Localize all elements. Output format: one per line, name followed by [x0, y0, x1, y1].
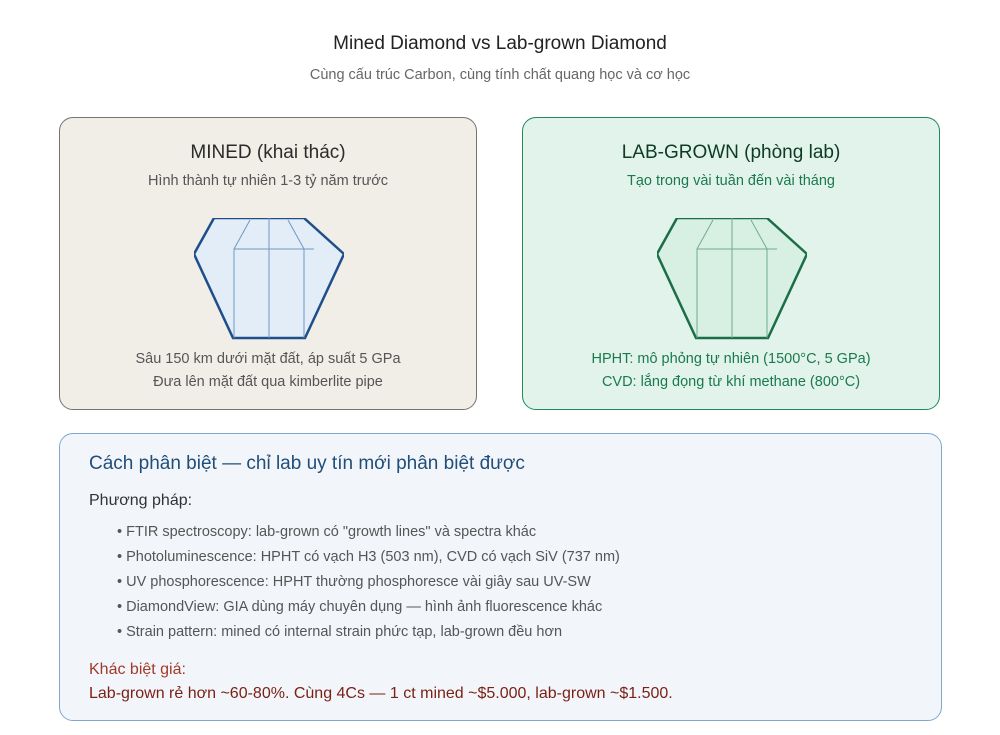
diagram-subtitle: Cùng cấu trúc Carbon, cùng tính chất qua…: [309, 67, 691, 83]
lab-title: LAB-GROWN (phòng lab): [621, 142, 841, 163]
mined-card: MINED (khai thác) Hình thành tự nhiên 1-…: [59, 117, 477, 410]
lab-line-2: CVD: lắng đọng từ khí methane (800°C): [601, 374, 861, 390]
method-item: • Strain pattern: mined có internal stra…: [117, 624, 563, 640]
mined-line-1: Sâu 150 km dưới mặt đất, áp suất 5 GPa: [135, 351, 401, 367]
method-item: • Photoluminescence: HPHT có vạch H3 (50…: [117, 549, 620, 565]
price-text: Lab-grown rẻ hơn ~60-80%. Cùng 4Cs — 1 c…: [89, 685, 673, 702]
lab-diamond-icon: [657, 218, 807, 340]
lab-line-1: HPHT: mô phỏng tự nhiên (1500°C, 5 GPa): [591, 351, 871, 367]
method-item: • FTIR spectroscopy: lab-grown có "growt…: [117, 524, 537, 540]
mined-subtitle: Hình thành tự nhiên 1-3 tỷ năm trước: [147, 173, 389, 189]
price-label: Khác biệt giá:: [89, 661, 186, 678]
diagram-title: Mined Diamond vs Lab-grown Diamond: [333, 33, 667, 54]
distinguish-title: Cách phân biệt — chỉ lab uy tín mới phân…: [89, 453, 525, 474]
lab-subtitle: Tạo trong vài tuần đến vài tháng: [627, 173, 835, 189]
lab-card: LAB-GROWN (phòng lab) Tạo trong vài tuần…: [522, 117, 940, 410]
methods-label: Phương pháp:: [89, 492, 193, 509]
methods-list: • FTIR spectroscopy: lab-grown có "growt…: [117, 522, 620, 647]
method-item: • DiamondView: GIA dùng máy chuyên dụng …: [117, 599, 603, 615]
mined-diamond-icon: [194, 218, 344, 340]
distinguish-panel: Cách phân biệt — chỉ lab uy tín mới phân…: [59, 433, 942, 721]
method-item: • UV phosphorescence: HPHT thường phosph…: [117, 574, 591, 590]
mined-title: MINED (khai thác): [190, 142, 346, 163]
mined-line-2: Đưa lên mặt đất qua kimberlite pipe: [153, 374, 383, 390]
